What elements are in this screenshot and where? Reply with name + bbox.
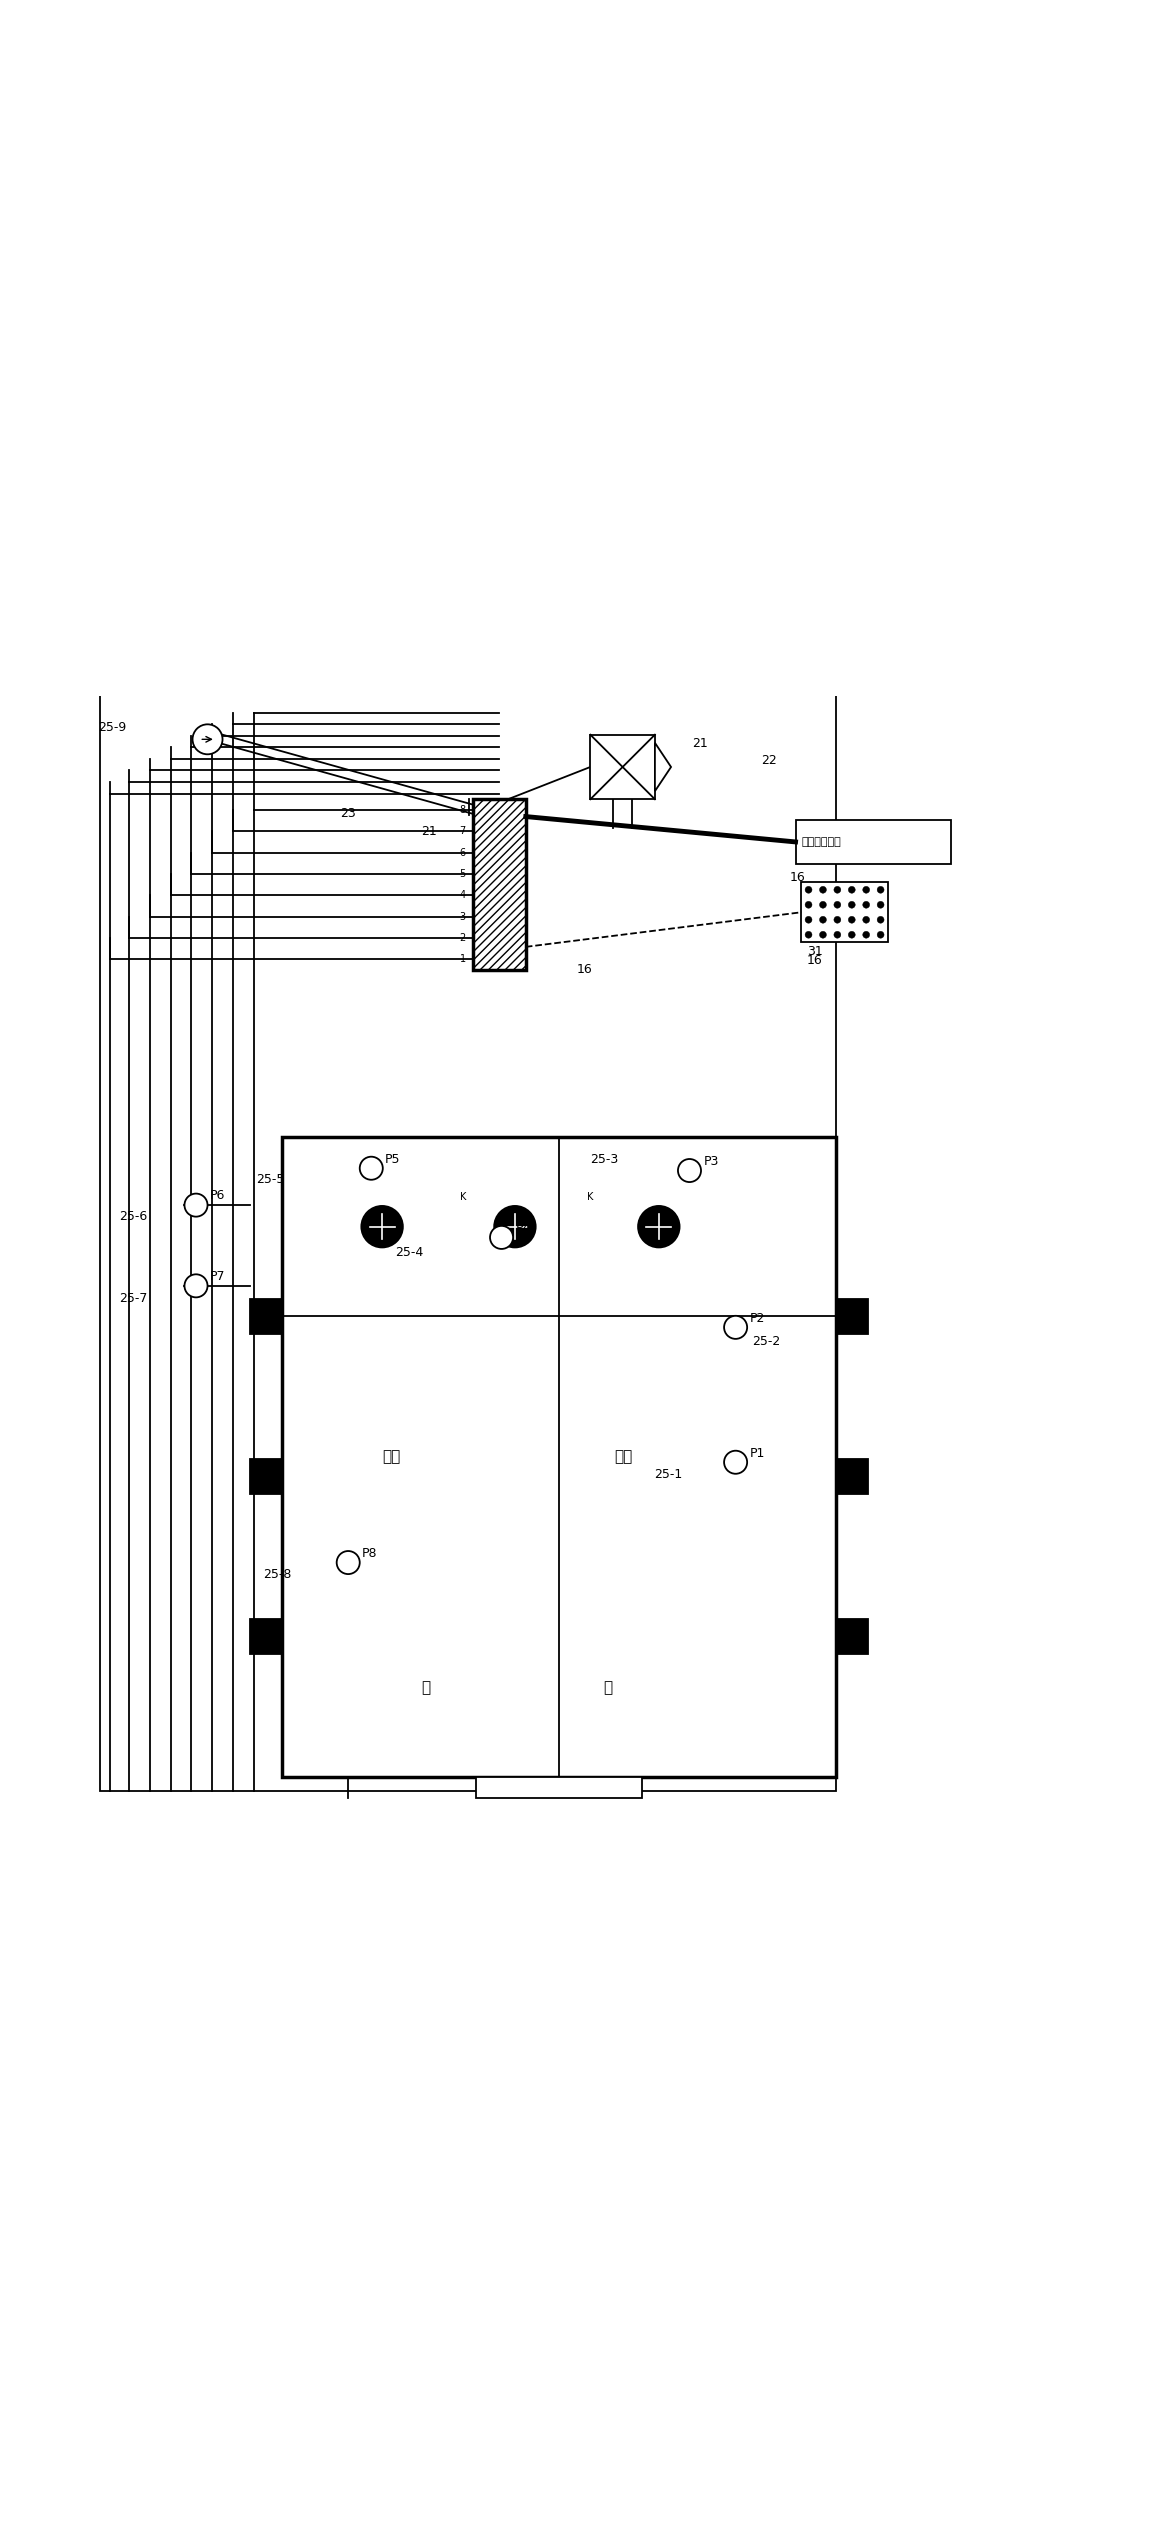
Text: 22: 22 — [761, 753, 777, 766]
Circle shape — [490, 1226, 513, 1249]
Circle shape — [849, 916, 856, 923]
Bar — [796, 819, 951, 865]
Text: P8: P8 — [362, 1547, 377, 1559]
Circle shape — [877, 916, 884, 923]
Text: 16: 16 — [807, 954, 823, 967]
Circle shape — [834, 931, 841, 939]
Circle shape — [862, 931, 869, 939]
Circle shape — [184, 1193, 208, 1216]
Text: 气体监测仪器: 气体监测仪器 — [801, 837, 841, 847]
Circle shape — [820, 885, 827, 893]
Circle shape — [360, 1158, 383, 1180]
Text: 25-4: 25-4 — [395, 1247, 424, 1259]
Bar — [250, 1618, 282, 1654]
Text: 门: 门 — [603, 1679, 612, 1694]
Text: 25-9: 25-9 — [98, 722, 127, 735]
Text: 25-3: 25-3 — [590, 1152, 619, 1165]
Text: 21: 21 — [421, 824, 437, 837]
Circle shape — [805, 901, 812, 908]
Text: 31: 31 — [807, 944, 823, 959]
Text: 大: 大 — [421, 1679, 430, 1694]
Text: P2: P2 — [749, 1313, 764, 1325]
Circle shape — [849, 931, 856, 939]
Text: 25-7: 25-7 — [119, 1292, 148, 1305]
Text: P7: P7 — [210, 1269, 225, 1282]
Text: K: K — [587, 1191, 594, 1201]
Bar — [473, 799, 526, 969]
Bar — [801, 883, 888, 941]
Circle shape — [877, 885, 884, 893]
Circle shape — [877, 931, 884, 939]
Polygon shape — [655, 743, 671, 791]
Circle shape — [638, 1206, 679, 1247]
Circle shape — [678, 1160, 701, 1183]
Text: 25-1: 25-1 — [654, 1468, 683, 1481]
Text: P4: P4 — [515, 1221, 530, 1234]
Text: 23: 23 — [340, 806, 356, 819]
Text: 25-6: 25-6 — [119, 1211, 148, 1224]
Circle shape — [820, 901, 827, 908]
Text: 猪圈: 猪圈 — [382, 1450, 400, 1465]
Circle shape — [361, 1206, 402, 1247]
Text: 猪圈: 猪圈 — [615, 1450, 633, 1465]
Text: 2: 2 — [460, 934, 466, 944]
Bar — [282, 1137, 836, 1778]
Text: 4: 4 — [460, 890, 466, 901]
Text: P1: P1 — [749, 1448, 764, 1460]
Bar — [100, 689, 836, 1791]
Circle shape — [193, 725, 223, 756]
Circle shape — [849, 885, 856, 893]
Circle shape — [849, 901, 856, 908]
Bar — [590, 735, 655, 799]
Circle shape — [805, 916, 812, 923]
Text: 1: 1 — [460, 954, 466, 964]
Text: P5: P5 — [385, 1152, 400, 1165]
Bar — [836, 1618, 868, 1654]
Circle shape — [834, 916, 841, 923]
Bar — [836, 1300, 868, 1333]
Text: P6: P6 — [210, 1191, 225, 1203]
Text: 16: 16 — [790, 870, 806, 885]
Circle shape — [724, 1450, 747, 1473]
Text: 16: 16 — [576, 964, 593, 977]
Text: 25-2: 25-2 — [752, 1336, 781, 1348]
Circle shape — [834, 885, 841, 893]
Bar — [476, 1778, 642, 1799]
Circle shape — [724, 1315, 747, 1338]
Text: 21: 21 — [692, 738, 708, 750]
Circle shape — [877, 901, 884, 908]
Bar — [836, 1458, 868, 1493]
Text: 25-8: 25-8 — [263, 1567, 292, 1580]
Text: 3: 3 — [460, 911, 466, 921]
Text: K: K — [460, 1191, 466, 1201]
Circle shape — [862, 916, 869, 923]
Bar — [250, 1300, 282, 1333]
Bar — [250, 1458, 282, 1493]
Circle shape — [820, 916, 827, 923]
Circle shape — [834, 901, 841, 908]
Text: 6: 6 — [460, 847, 466, 857]
Circle shape — [337, 1552, 360, 1575]
Circle shape — [805, 931, 812, 939]
Text: 25-5: 25-5 — [256, 1173, 285, 1186]
Circle shape — [862, 885, 869, 893]
Text: 8: 8 — [460, 804, 466, 814]
Text: P3: P3 — [703, 1155, 718, 1168]
Circle shape — [495, 1206, 536, 1247]
Circle shape — [184, 1275, 208, 1297]
Circle shape — [805, 885, 812, 893]
Text: 5: 5 — [460, 870, 466, 878]
Text: 7: 7 — [460, 827, 466, 837]
Circle shape — [862, 901, 869, 908]
Circle shape — [820, 931, 827, 939]
